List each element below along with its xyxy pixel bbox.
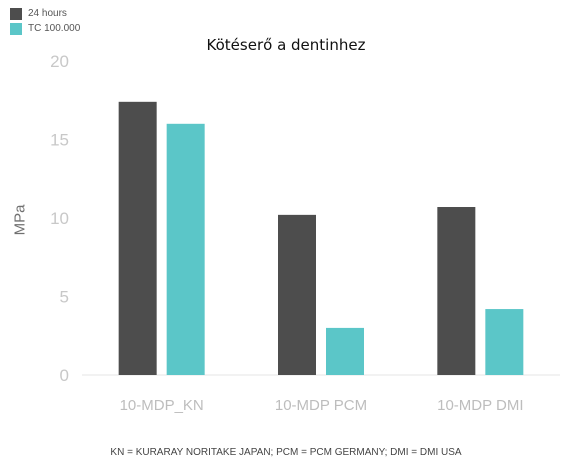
bar-tc-100-000-10-mdp-kn xyxy=(166,123,205,375)
bar-tc-100-000-10-mdp-pcm xyxy=(326,327,364,375)
x-axis-ticks: 10-MDP_KN 10-MDP PCM 10-MDP DMI xyxy=(120,397,524,414)
legend-item-24-hours: 24 hours xyxy=(10,6,80,21)
x-tick-label: 10-MDP PCM xyxy=(275,397,367,414)
y-tick-label: 0 xyxy=(60,366,69,385)
legend: 24 hours TC 100.000 xyxy=(10,6,80,36)
chart-title: Kötéserő a dentinhez xyxy=(206,36,366,54)
y-tick-label: 20 xyxy=(50,52,69,71)
legend-swatch-24-hours xyxy=(10,7,22,20)
bar-24-hours-10-mdp-pcm xyxy=(278,214,316,375)
legend-swatch-tc-100000 xyxy=(10,22,22,35)
y-axis-ticks: 0 5 10 15 20 xyxy=(50,52,69,385)
bars xyxy=(118,101,524,375)
y-tick-label: 15 xyxy=(50,131,69,150)
bar-24-hours-10-mdp-dmi xyxy=(437,207,476,375)
legend-label-24-hours: 24 hours xyxy=(28,8,67,19)
x-tick-label: 10-MDP DMI xyxy=(437,397,523,414)
bar-tc-100-000-10-mdp-dmi xyxy=(485,309,524,375)
legend-item-tc-100000: TC 100.000 xyxy=(10,21,80,36)
legend-label-tc-100000: TC 100.000 xyxy=(28,23,81,34)
bar-24-hours-10-mdp-kn xyxy=(118,101,157,375)
y-tick-label: 5 xyxy=(60,288,69,307)
y-axis-label: MPa xyxy=(11,204,29,236)
x-tick-label: 10-MDP_KN xyxy=(120,397,204,414)
y-tick-label: 10 xyxy=(50,209,69,228)
chart-footnote: KN = KURARAY NORITAKE JAPAN; PCM = PCM G… xyxy=(110,447,462,458)
